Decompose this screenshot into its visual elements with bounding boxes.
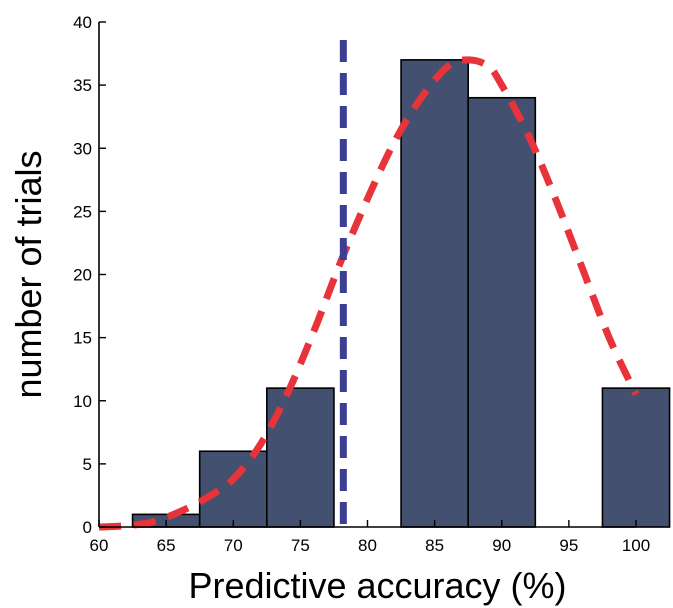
y-axis-ticks: 0 5 10 15 20 25 30 35 40	[73, 13, 106, 537]
histogram-bars	[131, 59, 671, 528]
histogram-bar-100	[601, 387, 671, 528]
x-axis-title: Predictive accuracy (%)	[188, 565, 566, 606]
x-tick-label: 80	[358, 536, 377, 555]
histogram-bar-70	[198, 450, 268, 528]
x-tick-label: 70	[224, 536, 243, 555]
x-tick-label: 100	[622, 536, 650, 555]
x-tick-label: 75	[291, 536, 310, 555]
y-tick-label: 10	[73, 392, 92, 411]
y-axis-title: number of trials	[8, 150, 49, 398]
histogram-bar-75	[266, 387, 335, 528]
y-tick-label: 0	[83, 518, 92, 537]
x-tick-label: 85	[425, 536, 444, 555]
y-tick-label: 20	[73, 266, 92, 285]
x-axis-ticks: 60 65 70 75 80 85 90 95 100	[90, 520, 650, 555]
x-tick-label: 90	[492, 536, 511, 555]
y-tick-label: 5	[83, 455, 92, 474]
x-tick-label: 65	[157, 536, 176, 555]
y-tick-label: 40	[73, 13, 92, 32]
y-tick-label: 35	[73, 76, 92, 95]
y-tick-label: 30	[73, 139, 92, 158]
x-tick-label: 95	[559, 536, 578, 555]
axes	[98, 22, 636, 528]
y-tick-label: 25	[73, 202, 92, 221]
y-tick-label: 15	[73, 329, 92, 348]
x-tick-label: 60	[90, 536, 109, 555]
histogram-bar-85	[400, 59, 469, 528]
fit-curve	[98, 56, 640, 531]
histogram-bar-90	[467, 96, 537, 528]
